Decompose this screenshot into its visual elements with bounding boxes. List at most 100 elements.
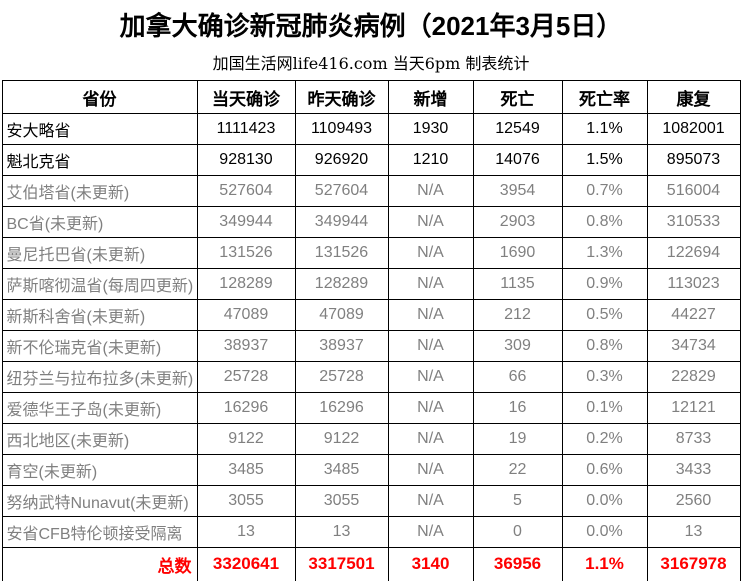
recovered-cell: 1082001 (646, 113, 741, 145)
new-cases-cell: N/A (387, 392, 474, 424)
table-header-row: 省份 当天确诊 昨天确诊 新增 死亡 死亡率 康复 (1, 80, 741, 114)
province-cell: 艾伯塔省(未更新) (1, 175, 198, 207)
today-confirmed-cell: 131526 (196, 237, 296, 269)
yesterday-confirmed-cell: 128289 (294, 268, 389, 300)
death-rate-cell: 0.8% (561, 206, 648, 238)
new-cases-cell: N/A (387, 299, 474, 331)
recovered-cell: 113023 (646, 268, 741, 300)
yesterday-confirmed-cell: 3485 (294, 454, 389, 486)
new-cases-cell: N/A (387, 330, 474, 362)
death-rate-cell: 0.0% (561, 516, 648, 548)
today-confirmed-cell: 928130 (196, 144, 296, 176)
recovered-cell: 34734 (646, 330, 741, 362)
total-death-rate: 1.1% (561, 547, 648, 581)
recovered-cell: 8733 (646, 423, 741, 455)
page-subtitle: 加国生活网life416.com 当天6pm 制表统计 (212, 54, 530, 73)
deaths-cell: 2903 (472, 206, 563, 238)
total-new-cases: 3140 (387, 547, 474, 581)
table-row-alberta: 艾伯塔省(未更新) 527604 527604 N/A 3954 0.7% 51… (1, 175, 741, 207)
table-row-yukon: 育空(未更新) 3485 3485 N/A 22 0.6% 3433 (1, 454, 741, 486)
death-rate-cell: 1.5% (561, 144, 648, 176)
deaths-cell: 66 (472, 361, 563, 393)
province-cell: 萨斯喀彻温省(每周四更新) (1, 268, 198, 300)
province-cell: 西北地区(未更新) (1, 423, 198, 455)
new-cases-cell: N/A (387, 361, 474, 393)
yesterday-confirmed-cell: 1109493 (294, 113, 389, 145)
province-cell: 新不伦瑞克省(未更新) (1, 330, 198, 362)
death-rate-cell: 0.6% (561, 454, 648, 486)
today-confirmed-cell: 13 (196, 516, 296, 548)
death-rate-cell: 0.8% (561, 330, 648, 362)
col-header-deaths: 死亡 (472, 80, 563, 114)
recovered-cell: 13 (646, 516, 741, 548)
recovered-cell: 22829 (646, 361, 741, 393)
today-confirmed-cell: 3485 (196, 454, 296, 486)
table-row-manitoba: 曼尼托巴省(未更新) 131526 131526 N/A 1690 1.3% 1… (1, 237, 741, 269)
today-confirmed-cell: 9122 (196, 423, 296, 455)
new-cases-cell: N/A (387, 175, 474, 207)
province-cell: BC省(未更新) (1, 206, 198, 238)
deaths-cell: 22 (472, 454, 563, 486)
today-confirmed-cell: 25728 (196, 361, 296, 393)
new-cases-cell: N/A (387, 454, 474, 486)
death-rate-cell: 1.3% (561, 237, 648, 269)
yesterday-confirmed-cell: 3055 (294, 485, 389, 517)
recovered-cell: 12121 (646, 392, 741, 424)
today-confirmed-cell: 128289 (196, 268, 296, 300)
deaths-cell: 1135 (472, 268, 563, 300)
deaths-cell: 5 (472, 485, 563, 517)
table-row-saskatchewan: 萨斯喀彻温省(每周四更新) 128289 128289 N/A 1135 0.9… (1, 268, 741, 300)
recovered-cell: 516004 (646, 175, 741, 207)
col-header-yesterday-confirmed: 昨天确诊 (294, 80, 389, 114)
total-label: 总数 (1, 547, 198, 581)
table-row-pei: 爱德华王子岛(未更新) 16296 16296 N/A 16 0.1% 1212… (1, 392, 741, 424)
covid-stats-table: 省份 当天确诊 昨天确诊 新增 死亡 死亡率 康复 安大略省 1111423 1… (1, 80, 741, 581)
col-header-recovered: 康复 (646, 80, 741, 114)
new-cases-cell: 1210 (387, 144, 474, 176)
total-deaths: 36956 (472, 547, 563, 581)
table-row-cfb-trenton: 安省CFB特伦顿接受隔离 13 13 N/A 0 0.0% 13 (1, 516, 741, 548)
death-rate-cell: 0.1% (561, 392, 648, 424)
yesterday-confirmed-cell: 38937 (294, 330, 389, 362)
recovered-cell: 895073 (646, 144, 741, 176)
today-confirmed-cell: 3055 (196, 485, 296, 517)
province-cell: 新斯科舍省(未更新) (1, 299, 198, 331)
today-confirmed-cell: 16296 (196, 392, 296, 424)
yesterday-confirmed-cell: 926920 (294, 144, 389, 176)
table-row-northwest-territories: 西北地区(未更新) 9122 9122 N/A 19 0.2% 8733 (1, 423, 741, 455)
table-row-bc: BC省(未更新) 349944 349944 N/A 2903 0.8% 310… (1, 206, 741, 238)
table-row-ontario: 安大略省 1111423 1109493 1930 12549 1.1% 108… (1, 113, 741, 145)
new-cases-cell: N/A (387, 485, 474, 517)
death-rate-cell: 0.3% (561, 361, 648, 393)
today-confirmed-cell: 47089 (196, 299, 296, 331)
table-row-new-brunswick: 新不伦瑞克省(未更新) 38937 38937 N/A 309 0.8% 347… (1, 330, 741, 362)
death-rate-cell: 0.5% (561, 299, 648, 331)
deaths-cell: 309 (472, 330, 563, 362)
new-cases-cell: N/A (387, 237, 474, 269)
deaths-cell: 3954 (472, 175, 563, 207)
recovered-cell: 310533 (646, 206, 741, 238)
yesterday-confirmed-cell: 16296 (294, 392, 389, 424)
yesterday-confirmed-cell: 131526 (294, 237, 389, 269)
new-cases-cell: N/A (387, 268, 474, 300)
deaths-cell: 16 (472, 392, 563, 424)
recovered-cell: 2560 (646, 485, 741, 517)
recovered-cell: 3433 (646, 454, 741, 486)
deaths-cell: 212 (472, 299, 563, 331)
table-row-nova-scotia: 新斯科舍省(未更新) 47089 47089 N/A 212 0.5% 4422… (1, 299, 741, 331)
col-header-today-confirmed: 当天确诊 (196, 80, 296, 114)
today-confirmed-cell: 349944 (196, 206, 296, 238)
deaths-cell: 0 (472, 516, 563, 548)
province-cell: 纽芬兰与拉布拉多(未更新) (1, 361, 198, 393)
deaths-cell: 14076 (472, 144, 563, 176)
table-row-total: 总数 3320641 3317501 3140 36956 1.1% 31679… (1, 547, 741, 581)
province-cell: 育空(未更新) (1, 454, 198, 486)
province-cell: 安省CFB特伦顿接受隔离 (1, 516, 198, 548)
today-confirmed-cell: 1111423 (196, 113, 296, 145)
recovered-cell: 44227 (646, 299, 741, 331)
col-header-new-cases: 新增 (387, 80, 474, 114)
deaths-cell: 12549 (472, 113, 563, 145)
death-rate-cell: 0.7% (561, 175, 648, 207)
yesterday-confirmed-cell: 9122 (294, 423, 389, 455)
new-cases-cell: N/A (387, 423, 474, 455)
